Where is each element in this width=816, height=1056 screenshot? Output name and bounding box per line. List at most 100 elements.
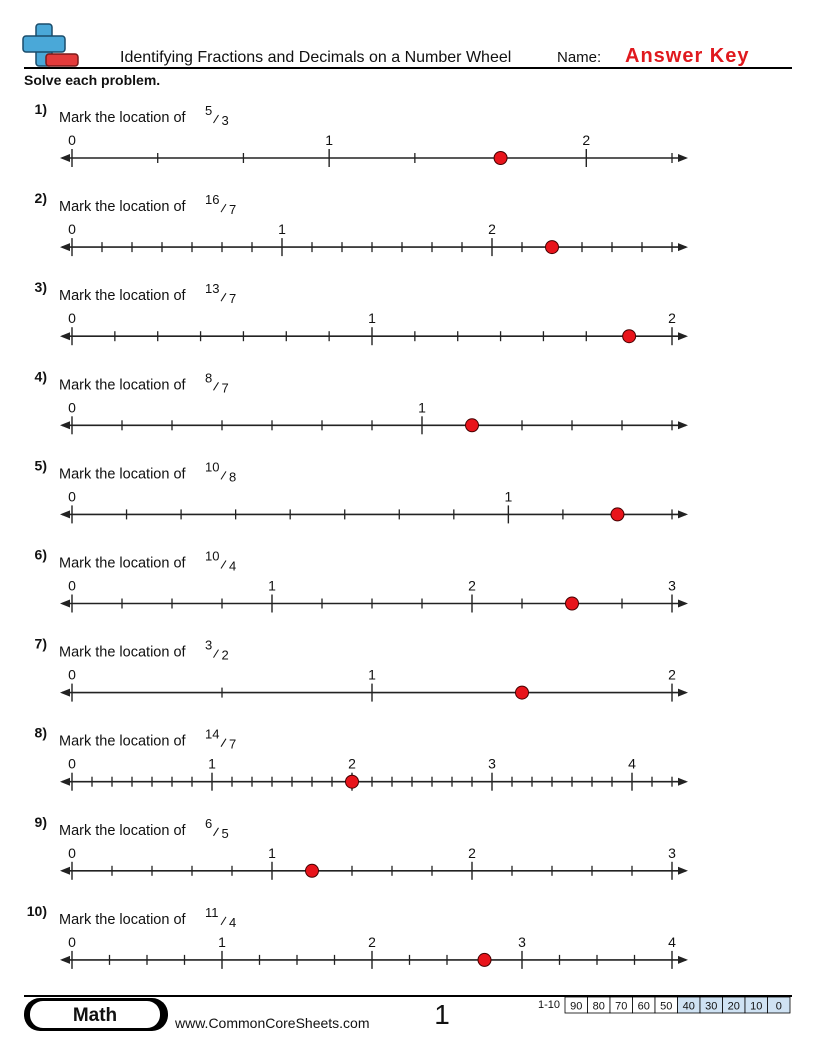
instructions: Solve each problem. <box>24 72 160 88</box>
tick-label: 2 <box>348 756 356 772</box>
prompt: Mark the location of <box>59 912 187 928</box>
answer-dot <box>493 151 508 165</box>
arrow-right <box>678 154 688 162</box>
prompt: Mark the location of <box>59 377 187 393</box>
tick-label: 2 <box>368 934 376 950</box>
score: 20 <box>728 1001 740 1013</box>
tick-label: 0 <box>68 221 76 237</box>
problem-number: 10) <box>27 903 47 919</box>
score-boxes: 90 80 70 60 50 40 30 20 10 0 <box>564 996 791 1014</box>
answer-dot <box>545 240 559 255</box>
fraction-slash <box>213 827 219 837</box>
tick-label: 0 <box>68 578 76 594</box>
denominator: 7 <box>222 380 229 395</box>
arrow-right <box>678 332 688 341</box>
fraction-slash <box>220 203 227 213</box>
problem-number: 5) <box>35 457 47 473</box>
subject: Math <box>73 1005 117 1026</box>
tick-label: 0 <box>68 667 76 683</box>
tick-label: 2 <box>488 221 496 237</box>
problem-number: 4) <box>35 368 47 384</box>
prompt: Mark the location of <box>59 734 187 750</box>
score-range: 1-10 <box>538 999 560 1011</box>
tick-label: 0 <box>68 934 76 950</box>
arrow-right <box>678 599 688 608</box>
score: 0 <box>776 1001 782 1013</box>
answer-dot <box>345 774 359 789</box>
arrow-right <box>678 866 688 875</box>
tick-label: 1 <box>208 756 216 772</box>
fraction-slash <box>220 560 227 569</box>
arrow-right <box>678 777 688 786</box>
tick-label: 1 <box>218 934 226 950</box>
fraction-slash <box>220 471 227 480</box>
denominator: 3 <box>222 113 229 128</box>
numerator: 3 <box>205 638 212 653</box>
tick-label: 0 <box>68 399 76 415</box>
answer-key: Answer Key <box>625 45 750 67</box>
tick-label: 0 <box>68 488 76 504</box>
tick-label: 1 <box>325 132 333 148</box>
fraction-slash <box>220 916 227 926</box>
tick-label: 3 <box>518 934 526 950</box>
arrow-right <box>678 955 688 964</box>
problem-number: 1) <box>35 101 47 117</box>
problem-number: 9) <box>35 814 47 830</box>
arrow-left <box>60 332 70 341</box>
title: Identifying Fractions and Decimals on a … <box>120 49 511 66</box>
tick-label: 4 <box>628 756 636 772</box>
score: 80 <box>593 1001 605 1013</box>
tick-label: 2 <box>582 132 590 148</box>
fraction-slash <box>220 738 227 747</box>
arrow-left <box>60 154 70 162</box>
fraction-slash <box>213 114 219 124</box>
arrow-left <box>60 955 70 964</box>
denominator: 5 <box>222 826 229 841</box>
answer-dot <box>305 863 319 878</box>
tick-label: 0 <box>68 756 76 772</box>
score: 60 <box>638 1001 650 1013</box>
numerator: 16 <box>205 192 219 207</box>
tick-label: 1 <box>268 845 276 861</box>
problems: 1)Mark the location of 530 1 22)Mark the lo… <box>27 101 688 969</box>
answer-dot <box>515 685 529 700</box>
score: 10 <box>750 1001 762 1013</box>
answer-dot <box>465 418 479 433</box>
arrow-right <box>678 510 688 519</box>
prompt: Mark the location of <box>59 110 187 126</box>
denominator: 4 <box>229 559 236 574</box>
numerator: 11 <box>205 905 219 920</box>
numerator: 6 <box>205 816 212 831</box>
subject-badge-inner <box>30 1001 160 1028</box>
answer-dot <box>565 596 579 611</box>
arrow-left <box>60 510 70 519</box>
page-number: 1 <box>434 999 450 1030</box>
score: 30 <box>705 1001 717 1013</box>
denominator: 2 <box>222 648 229 663</box>
arrow-left <box>60 599 70 608</box>
numerator: 10 <box>205 459 219 474</box>
denominator: 4 <box>229 915 236 930</box>
score: 50 <box>660 1001 672 1013</box>
tick-label: 1 <box>368 667 376 683</box>
score: 70 <box>615 1001 627 1013</box>
problem-number: 8) <box>35 725 47 741</box>
problem-number: 3) <box>35 279 47 295</box>
tick-label: 2 <box>468 845 476 861</box>
arrow-left <box>60 866 70 875</box>
tick-label: 0 <box>68 845 76 861</box>
denominator: 7 <box>229 291 236 306</box>
prompt: Mark the location of <box>59 199 187 215</box>
prompt: Mark the location of <box>59 466 187 482</box>
tick-label: 2 <box>468 578 476 594</box>
problem-number: 2) <box>35 190 47 206</box>
tick-label: 1 <box>418 399 426 415</box>
numerator: 10 <box>205 549 219 564</box>
tick-label: 3 <box>488 756 496 772</box>
numerator: 5 <box>205 103 212 118</box>
answer-dot <box>622 329 637 344</box>
tick-label: 2 <box>668 310 676 326</box>
tick-label: 0 <box>68 132 76 148</box>
